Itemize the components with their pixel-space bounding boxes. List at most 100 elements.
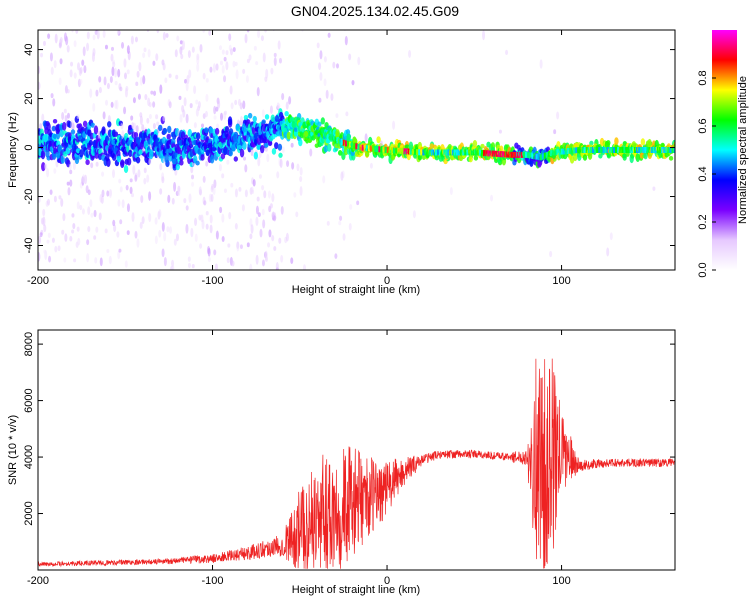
spectrogram-cell (82, 120, 88, 128)
spectrogram-cell (41, 113, 45, 122)
spectrogram-cell (117, 199, 121, 207)
spectrogram-cell (259, 144, 265, 154)
spectrogram-cell (200, 214, 204, 223)
spectrogram-cell (167, 125, 172, 134)
spectrogram-cell (93, 209, 97, 218)
y-tick-label: -20 (23, 189, 35, 205)
spectrogram-cell (418, 149, 422, 156)
spectrogram-cell (118, 248, 122, 253)
spectrogram-cell (472, 140, 478, 148)
spectrogram-cell (162, 115, 166, 122)
spectrogram-cell (299, 175, 303, 182)
spectrogram-cell (42, 208, 46, 217)
spectrogram-cell (113, 131, 119, 137)
spectrogram-cell (215, 106, 219, 112)
x-tick-label: -200 (27, 275, 49, 287)
spectrogram-cell (556, 149, 560, 156)
spectrogram-cell (205, 78, 209, 83)
spectrogram-y-ticks: -40 -20 0 20 40 (23, 43, 675, 253)
spectrogram-cell (365, 145, 369, 152)
spectrogram-cell (48, 255, 52, 263)
spectrogram-cell (81, 208, 85, 215)
spectrogram-cell (133, 131, 139, 138)
spectrogram-cell (279, 158, 283, 168)
spectrogram-cell (199, 44, 203, 53)
spectrogram-cell (86, 239, 90, 246)
spectrogram-cell (202, 175, 206, 183)
spectrogram-cell (141, 216, 145, 224)
spectrogram-cell (278, 57, 282, 64)
spectrogram-cell (621, 147, 625, 153)
spectrogram-cell (138, 61, 142, 72)
spectrogram-cell (116, 155, 121, 161)
spectrogram-cell (77, 237, 81, 246)
spectrogram-cell (108, 189, 112, 199)
spectrogram-cell (261, 109, 265, 118)
spectrogram-cell (227, 116, 233, 126)
spectrogram-cell (220, 112, 224, 121)
spectrogram-cell (98, 76, 102, 83)
spectrogram-cell (144, 93, 148, 101)
spectrogram-cell (470, 149, 474, 156)
spectrogram-cell (123, 106, 127, 115)
spectrogram-cell (103, 76, 107, 86)
spectrogram-cell (244, 33, 248, 44)
spectrogram-cell (117, 250, 121, 260)
spectrogram-cell (53, 168, 57, 174)
spectrogram-cell (537, 153, 541, 160)
spectrogram-cell (199, 243, 203, 249)
snr-x-ticks: -200 -100 0 100 (27, 330, 571, 587)
spectrogram-cell (298, 138, 303, 147)
spectrogram-cell (228, 33, 232, 41)
spectrogram-cell (148, 151, 154, 160)
spectrogram-cell (232, 47, 236, 52)
spectrogram-cell (134, 174, 138, 182)
spectrogram-cell (227, 243, 231, 248)
spectrogram-cell (330, 93, 334, 101)
spectrogram-cell (596, 147, 600, 153)
spectrogram-cell (150, 90, 154, 95)
spectrogram-cell (318, 62, 322, 71)
spectrogram-cell (110, 101, 114, 108)
spectrogram-cell (221, 49, 225, 55)
spectrogram-cell (111, 66, 115, 77)
spectrogram-cell (609, 232, 613, 241)
spectrogram-cell (71, 229, 75, 234)
spectrogram-cell (223, 188, 227, 193)
spectrogram-cell (581, 147, 585, 153)
spectrogram-cell (345, 111, 349, 117)
spectrogram-cell (658, 147, 662, 153)
colorbar: 0.0 0.2 0.4 0.6 0.8 Normalized spectral ampl… (697, 30, 749, 278)
spectrogram-cell (573, 147, 577, 154)
spectrogram-cell (209, 214, 213, 224)
spectrogram-cell (566, 148, 570, 155)
spectrogram-cell (63, 108, 67, 114)
spectrogram-cell (215, 230, 219, 240)
spectrogram-cell (93, 125, 99, 135)
colorbar-label: Normalized spectral amplitude (737, 76, 749, 224)
spectrogram-cell (252, 179, 256, 187)
spectrogram-cell (273, 52, 277, 58)
spectrogram-cell (176, 35, 180, 42)
spectrogram-cell (478, 149, 482, 156)
spectrogram-cell (74, 156, 80, 165)
spectrogram-cell (290, 257, 294, 265)
spectrogram-cell (263, 190, 267, 199)
spectrogram-cell (152, 123, 156, 130)
spectrogram-cell (617, 147, 621, 153)
spectrogram-cell (408, 49, 412, 58)
spectrogram-cell (495, 150, 499, 157)
spectrogram-cell (273, 212, 277, 222)
spectrogram-cell (171, 265, 175, 270)
spectrogram-cell (508, 151, 512, 158)
spectrogram-cell (640, 138, 646, 146)
spectrogram-cell (108, 255, 112, 265)
spectrogram-cell (285, 101, 289, 110)
spectrogram-cell (230, 102, 234, 110)
spectrogram-cell (207, 256, 211, 263)
spectrogram-cell (638, 147, 642, 153)
spectrogram-cell (663, 147, 667, 153)
spectrogram-cell (221, 213, 225, 223)
spectrogram-cell (369, 162, 373, 169)
spectrogram-cell (667, 147, 671, 153)
